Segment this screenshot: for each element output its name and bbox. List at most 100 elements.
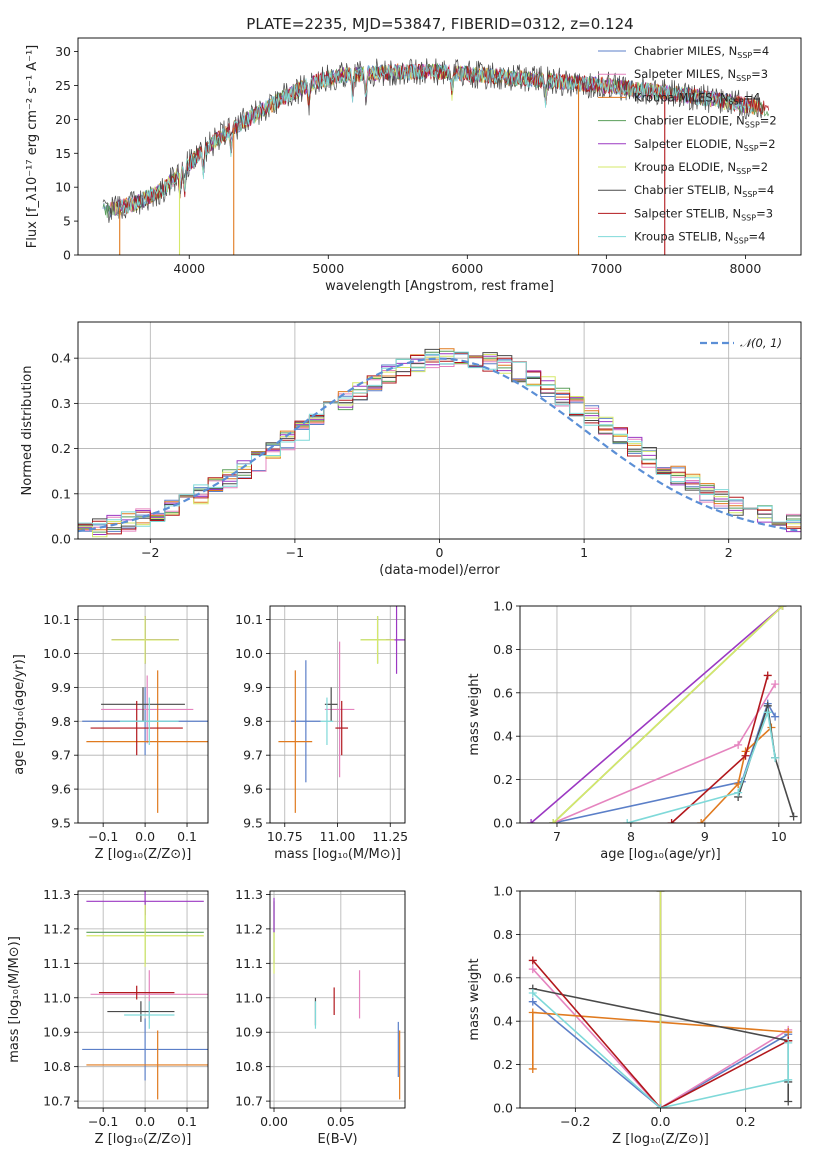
weight-age-xtick-label: 9 xyxy=(701,829,709,844)
weight-age-marker-salpeter-stelib xyxy=(667,819,676,823)
legend-entry-kroupa-elodie: Kroupa ELODIE, NSSP=2 xyxy=(634,160,768,176)
age-mass-ytick-label: 9.7 xyxy=(243,748,263,763)
legend-entry-salpeter-miles: Salpeter MILES, NSSP=3 xyxy=(634,67,768,83)
legend-entry-chabrier-stelib: Chabrier STELIB, NSSP=4 xyxy=(634,183,774,199)
spectrum-xtick-label: 5000 xyxy=(312,261,344,276)
weight-z-marker-kroupa-elodie xyxy=(656,891,665,895)
weight-z-series-group xyxy=(528,891,793,1108)
weight-age-ytick-label: 0.6 xyxy=(493,685,513,700)
weight-age-xtick-label: 8 xyxy=(627,829,635,844)
histogram-ytick-label: 0.2 xyxy=(51,441,71,456)
weight-z-marker-kroupa-miles xyxy=(528,1008,537,1017)
age-mass-ytick-label: 9.6 xyxy=(243,782,263,797)
weight-z-axes: −0.2 0.0 0.2 0.0 0.2 0.4 0.6 0.8 1.0 Z [log₁₀(Z/Z… xyxy=(467,884,801,1147)
histogram-ytick-label: 0.0 xyxy=(51,532,71,547)
spectrum-ytick-label: 10 xyxy=(55,180,71,195)
age-z-point-kroupa-miles xyxy=(86,670,208,813)
mass-z-point-salpeter-stelib xyxy=(98,985,175,1000)
mass-z-frame xyxy=(77,890,209,1109)
age-z-ytick-label: 9.7 xyxy=(51,748,71,763)
weight-age-marker-kroupa-stelib xyxy=(763,708,772,717)
mass-z-xtick-label: 0.0 xyxy=(135,1114,155,1129)
weight-age-frame xyxy=(519,605,802,824)
histogram-ytick-label: 0.3 xyxy=(51,396,71,411)
weight-age-ytick-label: 0.4 xyxy=(493,729,513,744)
weight-z-ylabel: mass weight xyxy=(467,958,482,1040)
mass-ebv-points-group xyxy=(273,897,401,1100)
weight-age-line-kroupa-elodie xyxy=(552,606,784,823)
histogram-frame xyxy=(77,321,802,540)
spectrum-xtick-label: 4000 xyxy=(173,261,205,276)
mass-z-ytick-label: 11.2 xyxy=(43,921,71,936)
mass-z-ytick-label: 10.7 xyxy=(43,1094,71,1109)
age-mass-ytick-label: 10.1 xyxy=(235,612,263,627)
weight-z-line-salpeter-stelib xyxy=(532,959,789,1108)
spectrum-line-kroupa-stelib xyxy=(117,63,753,214)
weight-age-marker-kroupa-miles xyxy=(697,819,706,823)
histogram-xtick-label: 1 xyxy=(580,545,588,560)
spectrum-series-group xyxy=(102,58,770,255)
weight-z-marker-kroupa-stelib xyxy=(784,1075,793,1084)
age-z-xtick-label: 0.0 xyxy=(135,829,155,844)
weight-age-marker-salpeter-miles xyxy=(771,680,780,689)
weight-age-marker-kroupa-elodie xyxy=(778,606,787,610)
spectrum-ytick-label: 20 xyxy=(55,112,71,127)
weight-age-xlabel: age [log₁₀(age/yr)] xyxy=(600,847,721,862)
weight-age-marker-kroupa-stelib xyxy=(734,788,743,797)
age-z-point-kroupa-elodie xyxy=(111,616,179,664)
weight-age-ytick-label: 0.2 xyxy=(493,772,513,787)
age-z-points-group xyxy=(82,616,208,813)
weight-z-marker-kroupa-miles xyxy=(528,1064,537,1073)
mass-z-point-chabrier-miles xyxy=(82,1018,208,1081)
spectrum-ytick-label: 0 xyxy=(63,248,71,263)
age-z-ytick-label: 10.1 xyxy=(43,612,71,627)
age-z-point-kroupa-stelib xyxy=(119,697,179,746)
weight-z-marker-chabrier-miles xyxy=(528,997,537,1006)
weight-age-marker-salpeter-miles xyxy=(734,740,743,749)
histogram-xtick-label: −2 xyxy=(141,545,159,560)
spectrum-xtick-label: 6000 xyxy=(451,261,483,276)
spectrum-ytick-label: 5 xyxy=(63,214,71,229)
weight-z-xtick-label: 0.0 xyxy=(651,1114,671,1129)
weight-z-marker-kroupa-stelib xyxy=(784,1038,793,1047)
age-mass-point-salpeter-stelib xyxy=(335,700,349,756)
spectrum-legend: Chabrier MILES, NSSP=4 Salpeter MILES, NS… xyxy=(598,44,777,246)
mass-ebv-ytick-label: 11.1 xyxy=(235,956,263,971)
weight-z-marker-kroupa-stelib xyxy=(528,988,537,997)
age-mass-frame xyxy=(269,605,406,824)
weight-z-ytick-label: 0.2 xyxy=(493,1057,513,1072)
age-z-xtick-label: −0.1 xyxy=(88,829,118,844)
weight-z-marker-kroupa-stelib xyxy=(656,1104,665,1108)
gaussian-reference-curve xyxy=(78,357,801,533)
legend-entry-chabrier-miles: Chabrier MILES, NSSP=4 xyxy=(634,44,769,60)
histogram-salpeter-miles xyxy=(78,355,801,532)
weight-z-line-kroupa-stelib xyxy=(532,992,789,1108)
mass-z-point-kroupa-elodie xyxy=(86,904,204,967)
mass-ebv-ytick-label: 10.7 xyxy=(235,1094,263,1109)
age-mass-points-group xyxy=(278,606,405,813)
histogram-ytick-label: 0.1 xyxy=(51,486,71,501)
age-mass-point-salpeter-miles xyxy=(324,641,355,778)
age-mass-ytick-label: 9.5 xyxy=(243,816,263,831)
spectrum-xlabel: wavelength [Angstrom, rest frame] xyxy=(325,279,554,294)
age-z-frame xyxy=(77,605,209,824)
weight-age-ytick-label: 0.8 xyxy=(493,642,513,657)
mass-z-ytick-label: 11.0 xyxy=(43,990,71,1005)
weight-age-marker-salpeter-stelib xyxy=(763,671,772,680)
legend-entry-chabrier-elodie: Chabrier ELODIE, NSSP=2 xyxy=(634,114,777,130)
weight-age-line-kroupa-miles xyxy=(700,726,772,823)
weight-z-xtick-label: −0.2 xyxy=(560,1114,590,1129)
spectrum-ylabel: Flux [f_λ10⁻¹⁷ erg cm⁻² s⁻¹ A⁻¹] xyxy=(25,45,40,249)
legend-entry-gaussian: 𝒩(0, 1) xyxy=(740,336,782,350)
weight-age-line-kroupa-stelib xyxy=(626,709,776,823)
weight-age-xtick-label: 7 xyxy=(553,829,561,844)
spectrum-frame xyxy=(77,37,802,256)
age-mass-xtick-label: 10.75 xyxy=(267,829,303,844)
age-z-ytick-label: 9.6 xyxy=(51,782,71,797)
weight-z-ytick-label: 0.0 xyxy=(493,1101,513,1116)
mass-z-points-group xyxy=(82,891,208,1100)
age-mass-ytick-label: 10.0 xyxy=(235,646,263,661)
mass-ebv-xtick-label: 0.00 xyxy=(260,1114,288,1129)
weight-z-marker-salpeter-stelib xyxy=(528,956,537,965)
